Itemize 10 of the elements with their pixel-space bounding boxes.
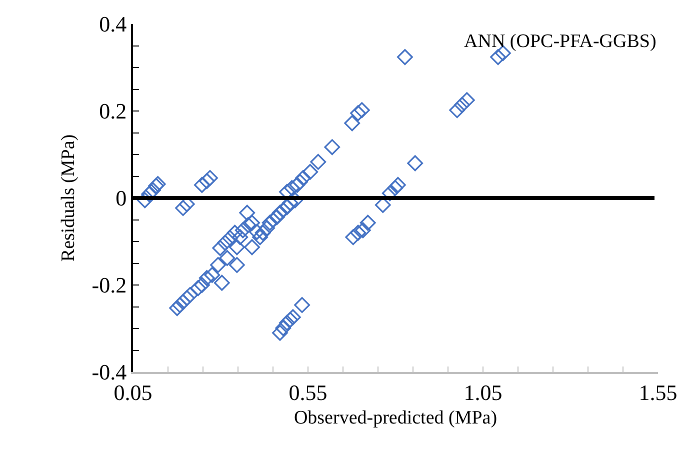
x-tick-label: 1.55 (638, 380, 678, 406)
y-tick-label: 0 (116, 186, 127, 211)
annotation: ANN (OPC-PFA-GGBS) (464, 31, 656, 52)
x-tick-label: 1.05 (464, 380, 502, 406)
x-axis-title: Observed-predicted (MPa) (294, 407, 498, 428)
y-tick-label: -0.2 (92, 272, 127, 298)
y-tick-label: 0.4 (99, 12, 127, 37)
y-axis-title: Residuals (MPa) (58, 134, 80, 262)
x-tick-label: 0.55 (288, 380, 328, 406)
y-tick-label: 0.2 (99, 98, 127, 124)
